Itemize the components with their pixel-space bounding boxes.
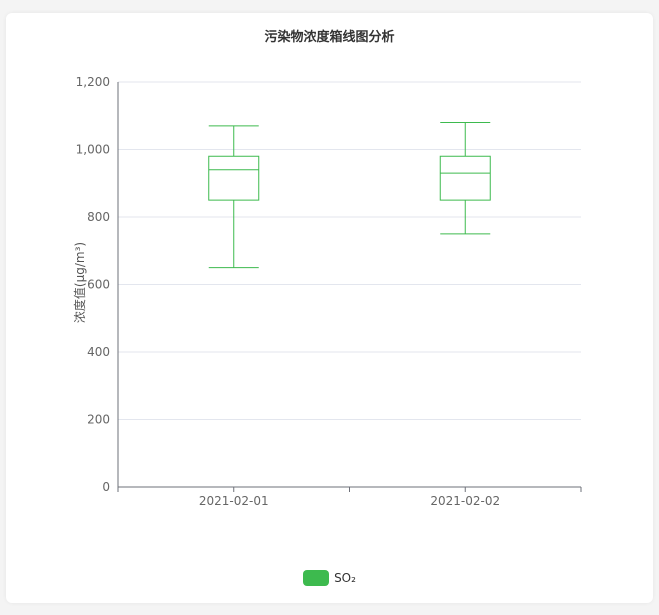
y-tick-label: 400: [87, 345, 110, 359]
y-tick-label: 200: [87, 413, 110, 427]
y-tick-label: 0: [102, 480, 110, 494]
y-tick-label: 600: [87, 278, 110, 292]
chart-card: [6, 13, 653, 603]
box-body[interactable]: [439, 155, 491, 201]
chart-title: 污染物浓度箱线图分析: [264, 30, 395, 45]
y-tick-label: 800: [87, 210, 110, 224]
y-axis-title: 浓度值(μg/m³): [72, 242, 87, 323]
x-tick-label: 2021-02-01: [199, 494, 269, 508]
legend-label-so2[interactable]: SO₂: [334, 571, 356, 585]
y-tick-label: 1,200: [76, 75, 110, 89]
legend-swatch-so2[interactable]: [303, 570, 330, 586]
legend: SO₂: [0, 570, 659, 586]
y-tick-label: 1,000: [76, 143, 110, 157]
box-body[interactable]: [208, 155, 260, 201]
x-tick-label: 2021-02-02: [430, 494, 500, 508]
